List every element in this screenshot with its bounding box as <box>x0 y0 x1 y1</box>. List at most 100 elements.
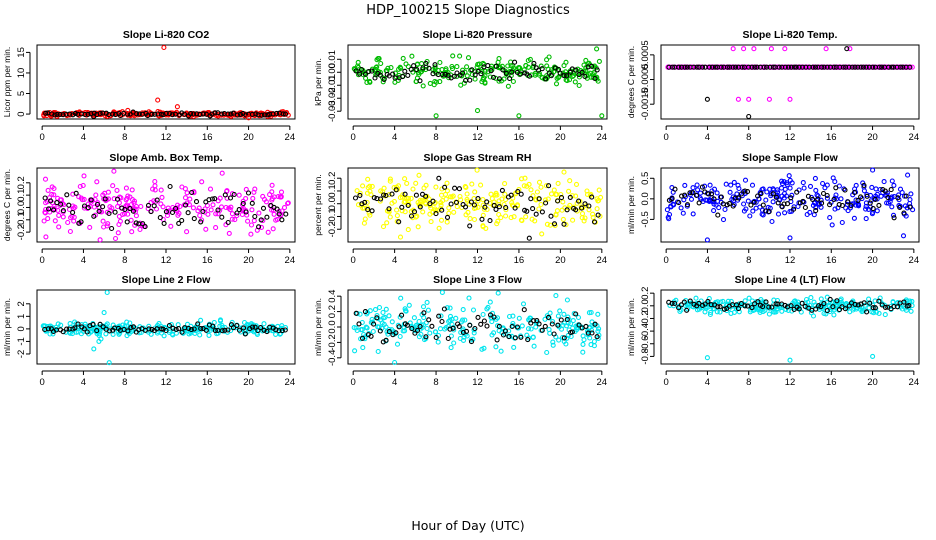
x-tick-label: 8 <box>433 255 438 266</box>
data-point-black <box>770 191 776 197</box>
data-point-black <box>764 64 770 70</box>
data-point-black <box>528 196 534 202</box>
data-point <box>550 342 556 348</box>
data-point <box>534 189 540 195</box>
data-point-black <box>708 302 714 308</box>
data-point-black <box>94 328 100 334</box>
data-point-black <box>735 306 742 312</box>
data-point-black <box>879 302 885 308</box>
data-point <box>467 216 473 222</box>
data-point-black <box>240 200 246 207</box>
data-point <box>115 230 121 236</box>
data-point-black <box>219 328 225 334</box>
data-point-black <box>227 195 234 201</box>
data-point <box>87 224 93 230</box>
data-point <box>416 172 422 178</box>
data-point-black <box>858 64 864 70</box>
data-point-black <box>889 64 895 70</box>
data-point-black <box>234 210 240 216</box>
data-point-black <box>353 68 359 74</box>
data-point <box>384 220 390 226</box>
data-point <box>595 198 601 204</box>
data-point-black <box>767 64 773 70</box>
data-point <box>742 298 748 304</box>
data-point-black <box>245 190 252 196</box>
data-point <box>532 72 538 78</box>
data-point <box>361 220 367 226</box>
x-tick-label: 20 <box>243 255 254 266</box>
data-point-black <box>831 196 837 202</box>
data-point-black <box>222 327 228 333</box>
data-point <box>398 65 404 71</box>
data-point <box>571 72 577 79</box>
data-point <box>258 224 265 230</box>
data-point <box>365 176 371 182</box>
outlier-point <box>495 290 501 296</box>
data-point <box>229 319 235 325</box>
data-point-black <box>484 323 490 329</box>
data-point <box>435 339 441 345</box>
data-point <box>203 226 209 232</box>
data-point <box>735 182 741 188</box>
data-point <box>450 193 456 199</box>
data-point-black <box>359 335 366 341</box>
data-point-black <box>586 203 592 209</box>
data-point-black <box>813 208 819 214</box>
data-point <box>545 196 551 202</box>
data-point <box>217 323 223 329</box>
data-point-black <box>824 64 830 70</box>
data-point-black <box>128 324 134 331</box>
data-point <box>417 326 423 332</box>
data-point-black <box>839 202 845 209</box>
data-point-black <box>198 219 204 225</box>
data-point <box>539 231 545 237</box>
x-tick-label: 16 <box>514 132 525 143</box>
data-point-black <box>793 64 799 70</box>
data-point-black <box>357 71 363 77</box>
data-point <box>205 211 211 217</box>
data-point-black <box>261 112 268 118</box>
data-point-black <box>589 63 595 69</box>
data-point-black <box>589 330 595 336</box>
data-point-black <box>733 302 740 308</box>
data-point <box>843 205 849 211</box>
data-point-black <box>219 111 225 117</box>
outlier-point <box>847 46 853 52</box>
data-point <box>533 320 539 326</box>
data-point <box>380 224 387 230</box>
data-point <box>566 77 573 83</box>
data-point-black <box>684 64 690 70</box>
data-point <box>727 189 733 195</box>
data-point-black <box>439 207 445 213</box>
data-point-black <box>167 111 173 117</box>
y-axis-label: Licor ppm per min. <box>2 47 12 117</box>
data-point-black <box>496 76 503 82</box>
data-point <box>775 211 782 217</box>
data-point <box>480 76 486 83</box>
data-point-black <box>467 322 473 328</box>
outlier-point <box>433 113 439 119</box>
data-point <box>251 218 257 224</box>
data-point <box>383 324 389 330</box>
data-point <box>519 323 525 329</box>
data-point <box>393 74 399 80</box>
x-tick-label: 0 <box>664 132 669 143</box>
data-point <box>438 313 444 319</box>
data-point <box>579 211 586 217</box>
data-point <box>720 217 727 223</box>
data-point <box>502 181 508 187</box>
data-points <box>40 289 289 366</box>
data-point <box>787 177 793 183</box>
data-point <box>714 190 720 196</box>
data-point <box>520 301 527 307</box>
y-tick-label: -0.0005 <box>640 63 651 95</box>
data-point-black <box>191 111 197 117</box>
panel-title: Slope Sample Flow <box>742 152 839 164</box>
data-point-black <box>389 191 395 197</box>
data-point <box>248 222 255 228</box>
data-point <box>285 200 291 207</box>
data-point <box>394 341 401 347</box>
data-point-black <box>45 326 51 332</box>
data-point <box>868 198 874 204</box>
outlier-point <box>823 46 829 52</box>
